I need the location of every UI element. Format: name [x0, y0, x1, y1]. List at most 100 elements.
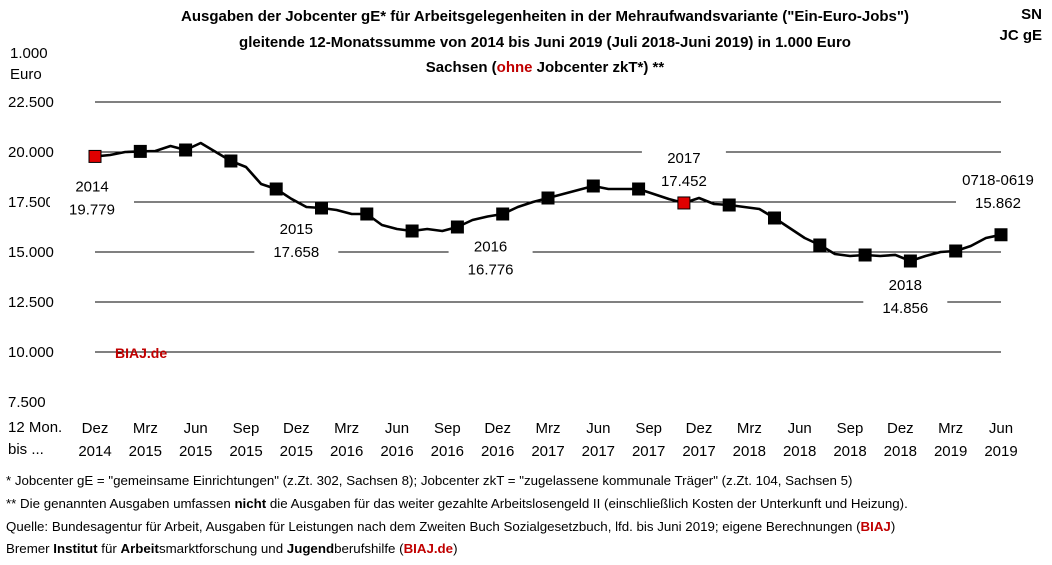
marker-quarter	[179, 143, 193, 157]
annotations: 2014 19.779 2015 17.658 2016 16.776 2017 17.452…	[69, 150, 1034, 317]
x-tick-year: 2016	[481, 443, 514, 460]
x-tick-month: Dez	[887, 420, 914, 437]
footnote-3-a: Quelle: Bundesagentur für Arbeit, Ausgab…	[6, 519, 861, 534]
x-tick-month: Mrz	[536, 420, 561, 437]
annotation-value: 17.658	[273, 244, 319, 261]
x-tick-year: 2018	[783, 443, 816, 460]
x-tick-year: 2018	[884, 443, 917, 460]
footnote-4-g: berufshilfe (	[334, 541, 404, 556]
x-tick-month: Sep	[635, 420, 662, 437]
footnote-4-f: Jugend	[286, 541, 335, 556]
watermark-biaj: BIAJ.de	[115, 345, 167, 361]
title-line3-prefix: Sachsen (	[425, 59, 497, 76]
x-tick-year: 2014	[78, 443, 111, 460]
marker-quarter	[496, 207, 510, 221]
x-tick-year: 2017	[682, 443, 715, 460]
x-prefix-line1: 12 Mon.	[8, 419, 63, 436]
x-tick-year: 2016	[330, 443, 363, 460]
x-tick-month: Dez	[686, 420, 713, 437]
x-tick-month: Sep	[837, 420, 864, 437]
annotation-label: 0718-0619	[962, 172, 1034, 189]
y-tick-labels: 7.500 10.000 12.500 15.000 17.500 20.000 22.50…	[8, 94, 54, 411]
x-tick-month: Jun	[788, 420, 812, 437]
marker-quarter	[858, 248, 872, 262]
x-tick-month: Jun	[184, 420, 208, 437]
x-tick-year: 2015	[129, 443, 162, 460]
x-tick-month: Sep	[434, 420, 461, 437]
annotation-bg	[254, 217, 339, 262]
x-prefix-line2: bis ...	[8, 441, 44, 458]
x-tick-year: 2016	[431, 443, 464, 460]
x-tick-month: Dez	[82, 420, 109, 437]
marker-quarter	[632, 182, 646, 196]
footnote-institute: Bremer Institut für Arbeitsmarktforschun…	[6, 538, 458, 560]
y-tick-label: 22.500	[8, 94, 54, 111]
footnote-4-i: )	[453, 541, 458, 556]
y-tick-label: 20.000	[8, 144, 54, 161]
marker-quarter	[133, 144, 147, 158]
title-line3-highlight: ohne	[496, 59, 533, 76]
marker-quarter	[224, 154, 238, 168]
annotation-bg	[641, 146, 726, 191]
footnote-1: * Jobcenter gE = "gemeinsame Einrichtung…	[6, 473, 853, 488]
footnote-4-c: für	[97, 541, 121, 556]
marker-quarter	[994, 228, 1008, 242]
x-tick-year: 2017	[632, 443, 665, 460]
x-tick-month: Jun	[385, 420, 409, 437]
y-tick-label: 12.500	[8, 294, 54, 311]
marker-quarter	[405, 224, 419, 238]
marker-quarter	[450, 220, 464, 234]
y-unit-line2: Euro	[10, 66, 42, 83]
x-tick-month: Mrz	[133, 420, 158, 437]
x-tick-month: Jun	[586, 420, 610, 437]
x-tick-month: Sep	[233, 420, 260, 437]
annotation-label: 2016	[474, 238, 507, 255]
x-tick-year: 2015	[229, 443, 262, 460]
marker-year-end	[677, 196, 691, 210]
x-tick-year: 2016	[380, 443, 413, 460]
footnote-3-b: BIAJ	[860, 519, 891, 534]
footnote-source: Quelle: Bundesagentur für Arbeit, Ausgab…	[6, 516, 895, 538]
x-tick-year: 2018	[833, 443, 866, 460]
marker-quarter	[269, 182, 283, 196]
x-tick-month: Dez	[283, 420, 310, 437]
annotation-value: 15.862	[975, 195, 1021, 212]
annotation-bg	[956, 168, 1040, 213]
footnote-4-h: BIAJ.de	[403, 541, 454, 556]
marker-quarter	[949, 244, 963, 258]
marker-quarter	[903, 254, 917, 268]
x-tick-year: 2017	[582, 443, 615, 460]
x-tick-month: Mrz	[334, 420, 359, 437]
annotation-value: 14.856	[882, 300, 928, 317]
footnote-4-e: smarktforschung und	[158, 541, 287, 556]
x-tick-month: Jun	[989, 420, 1013, 437]
x-tick-labels: Dez 2014 Mrz 2015 Jun 2015 Sep 2015 Dez 2015 Mrz 20…	[78, 420, 1017, 460]
marker-quarter	[722, 198, 736, 212]
annotation-label: 2018	[889, 277, 922, 294]
x-tick-month: Mrz	[938, 420, 963, 437]
marker-quarter	[315, 201, 328, 215]
y-tick-label: 10.000	[8, 344, 54, 361]
corner-label-type: JC gE	[999, 27, 1042, 44]
annotation-backgrounds	[50, 146, 1040, 318]
y-tick-label: 7.500	[8, 394, 46, 411]
x-tick-year: 2018	[733, 443, 766, 460]
data-markers	[88, 143, 1008, 268]
marker-quarter	[813, 238, 827, 252]
x-tick-year: 2017	[531, 443, 564, 460]
annotation-label: 2015	[280, 221, 313, 238]
x-tick-month: Mrz	[737, 420, 762, 437]
footnote-4-b: Institut	[53, 541, 98, 556]
footnote-3-c: )	[890, 519, 896, 534]
x-tick-year: 2019	[934, 443, 967, 460]
y-unit-line1: 1.000	[10, 45, 48, 62]
footnote-2-c: die Ausgaben für das weiter gezahlte Arb…	[266, 496, 908, 511]
x-tick-year: 2019	[984, 443, 1017, 460]
annotation-value: 17.452	[661, 173, 707, 190]
annotation-bg	[448, 235, 533, 280]
y-tick-label: 15.000	[8, 244, 54, 261]
footnote-2-a: ** Die genannten Ausgaben umfassen	[6, 496, 235, 511]
annotation-value: 16.776	[468, 261, 514, 278]
corner-label-region: SN	[1021, 6, 1042, 23]
